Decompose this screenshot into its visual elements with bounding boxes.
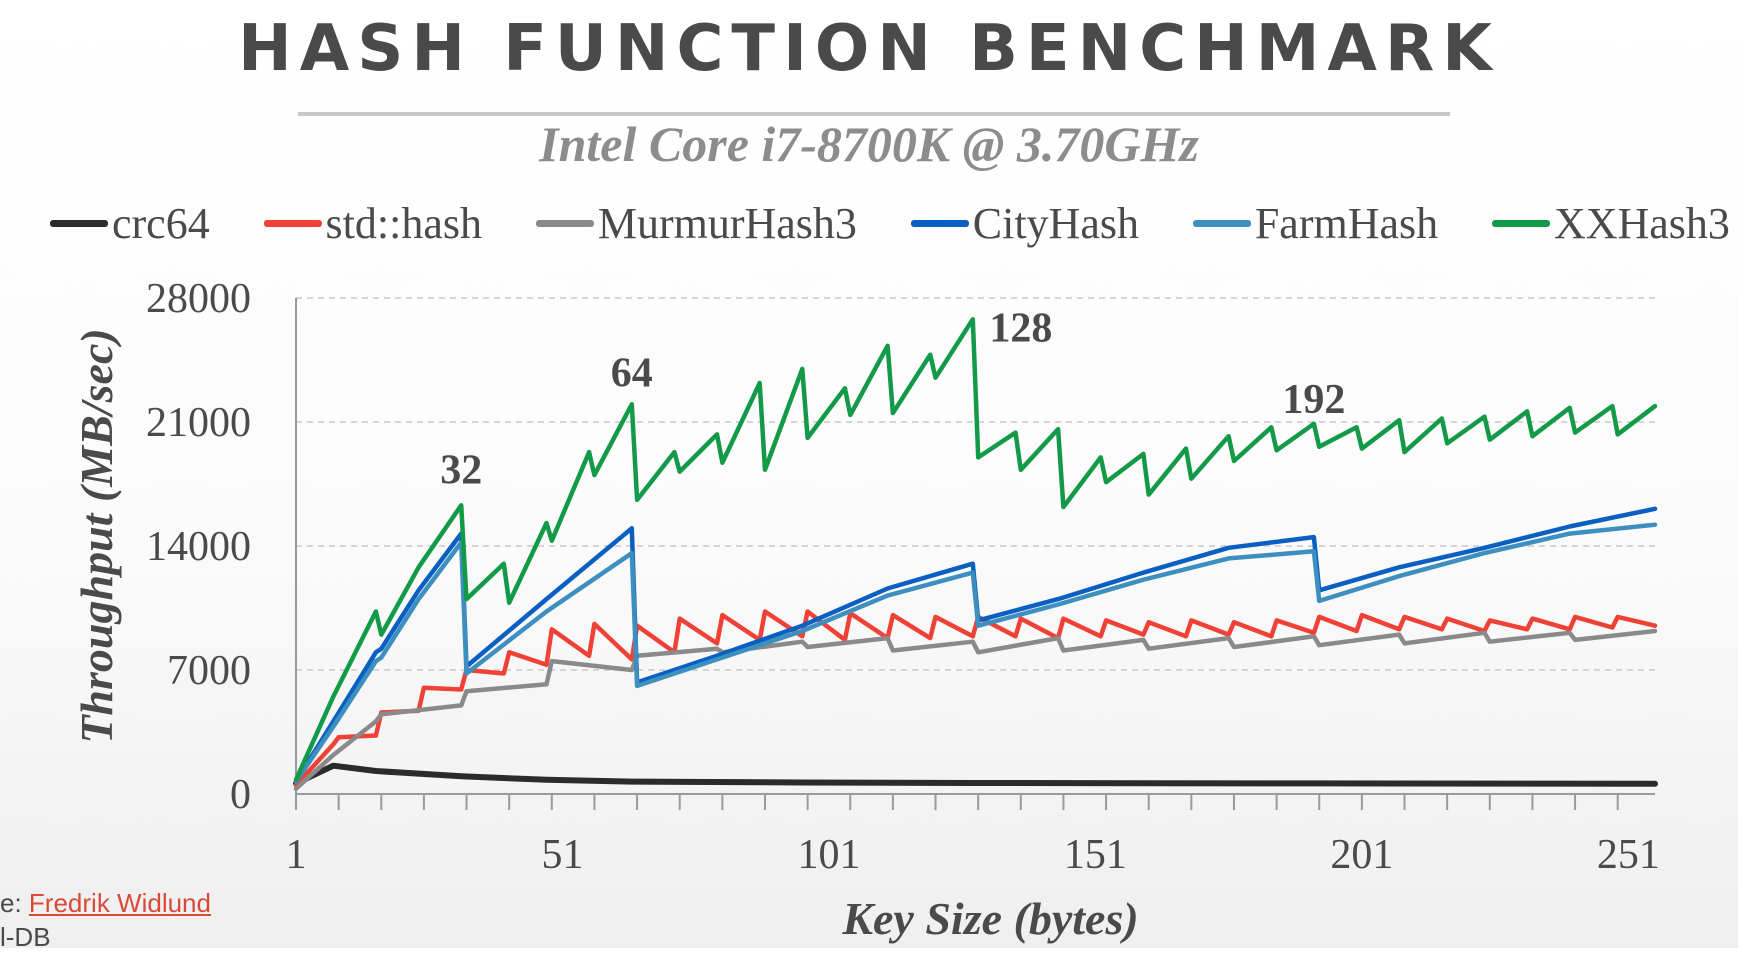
x-tick-label: 151 bbox=[1064, 832, 1127, 878]
title-divider bbox=[298, 112, 1450, 116]
annotation-label: 128 bbox=[989, 305, 1052, 351]
y-tick-label: 14000 bbox=[146, 524, 251, 570]
legend-item: std::hash bbox=[263, 198, 482, 249]
legend-swatch bbox=[50, 219, 108, 227]
legend-item: crc64 bbox=[50, 198, 210, 249]
annotation-label: 192 bbox=[1282, 377, 1345, 423]
legend-item: MurmurHash3 bbox=[535, 198, 857, 249]
series-line-xxhash3 bbox=[293, 317, 1658, 783]
annotation-label: 64 bbox=[611, 350, 653, 396]
series-line-murmurhash3 bbox=[293, 628, 1658, 791]
x-tick-label: 251 bbox=[1597, 832, 1660, 878]
x-tick-label: 1 bbox=[286, 832, 307, 878]
legend-label: crc64 bbox=[112, 198, 210, 248]
y-tick-label: 7000 bbox=[167, 648, 251, 694]
x-tick-label: 201 bbox=[1330, 832, 1393, 878]
series-line-cityhash bbox=[293, 506, 1658, 784]
y-tick-label: 0 bbox=[230, 772, 251, 818]
x-tick-label: 51 bbox=[541, 832, 583, 878]
legend-item: CityHash bbox=[910, 198, 1139, 249]
x-tick-label: 101 bbox=[797, 832, 860, 878]
credit-author-link[interactable]: Fredrik Widlund bbox=[28, 888, 211, 918]
legend-label: FarmHash bbox=[1254, 198, 1439, 248]
legend-label: CityHash bbox=[972, 198, 1139, 248]
legend-label: XXHash3 bbox=[1553, 198, 1730, 248]
legend-swatch bbox=[910, 219, 969, 227]
credit-line-2: l-DB bbox=[0, 922, 51, 952]
series-line-std-hash bbox=[293, 609, 1658, 788]
annotation-label: 32 bbox=[440, 448, 482, 494]
legend-swatch bbox=[1192, 219, 1251, 227]
series-line-farmhash bbox=[293, 522, 1658, 784]
legend-label: MurmurHash3 bbox=[597, 198, 857, 248]
y-tick-label: 28000 bbox=[146, 276, 251, 322]
legend-swatch bbox=[535, 219, 594, 227]
legend-item: XXHash3 bbox=[1491, 198, 1730, 249]
legend-swatch bbox=[1491, 219, 1550, 227]
legend-swatch bbox=[263, 219, 322, 227]
y-tick-label: 21000 bbox=[146, 400, 251, 446]
legend-label: std::hash bbox=[325, 198, 482, 248]
legend-item: FarmHash bbox=[1192, 198, 1439, 249]
series-line-crc64 bbox=[293, 762, 1658, 787]
credit-prefix: e: bbox=[0, 888, 29, 918]
source-credit: e: Fredrik Widlund bbox=[0, 888, 211, 919]
chart-title: HASH FUNCTION BENCHMARK bbox=[238, 12, 1500, 86]
y-axis-title: Throughput (MB/sec) bbox=[71, 328, 122, 743]
chart-legend: crc64 std::hash MurmurHash3 CityHash FarmHas… bbox=[50, 198, 1730, 248]
chart-subtitle: Intel Core i7-8700K @ 3.70GHz bbox=[539, 116, 1199, 172]
x-axis-title: Key Size (bytes) bbox=[841, 893, 1138, 944]
